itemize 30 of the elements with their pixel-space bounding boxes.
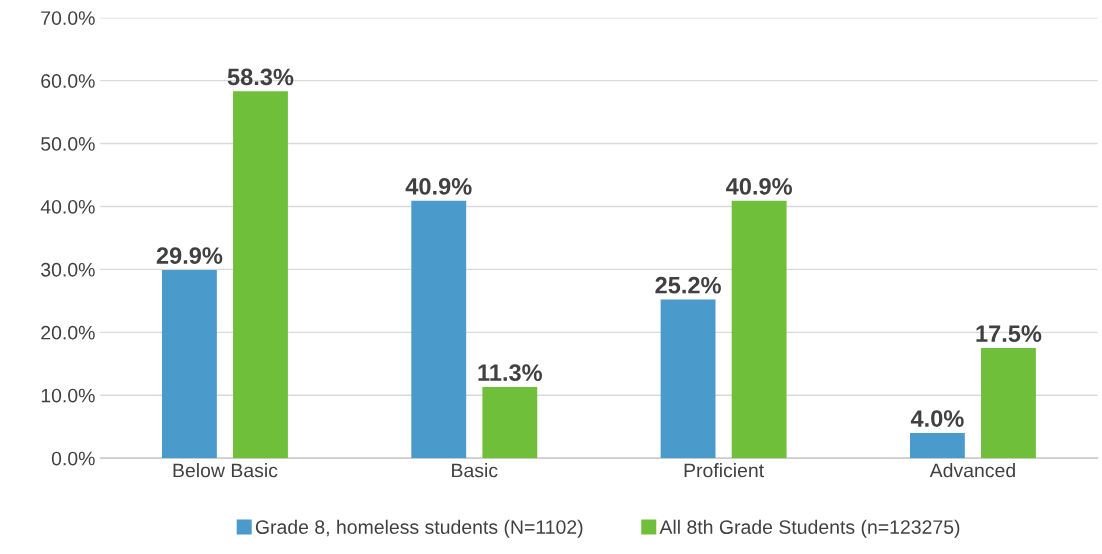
data-label: 25.2% xyxy=(655,276,721,294)
y-tick-label: 50.0% xyxy=(41,137,95,151)
data-label: 40.9% xyxy=(726,178,792,195)
y-tick-label: 60.0% xyxy=(41,74,95,88)
bar xyxy=(482,387,538,459)
y-tick-label: 20.0% xyxy=(41,325,95,340)
data-label: 58.3% xyxy=(227,68,294,86)
bar xyxy=(981,348,1036,459)
data-label: 4.0% xyxy=(910,410,964,427)
y-tick-label: 0.0% xyxy=(51,451,95,466)
data-label: 40.9% xyxy=(405,178,472,195)
data-label: 17.5% xyxy=(976,325,1042,342)
bar xyxy=(660,299,716,459)
bar xyxy=(411,200,467,459)
data-label: 11.3% xyxy=(478,364,543,382)
y-tick-label: 70.0% xyxy=(41,11,95,25)
x-tick-label: Below Basic xyxy=(173,463,278,478)
bar xyxy=(161,270,217,459)
legend-label: All 8th Grade Students (n=123275) xyxy=(659,519,960,538)
bar xyxy=(233,91,288,459)
x-tick-label: Advanced xyxy=(929,463,1015,478)
y-tick-label: 10.0% xyxy=(41,388,95,403)
bar xyxy=(731,200,787,459)
data-label: 29.9% xyxy=(156,247,223,264)
x-tick-label: Basic xyxy=(452,463,498,478)
bar xyxy=(909,432,965,459)
legend-label: Grade 8, homeless students (N=1102) xyxy=(255,519,583,538)
y-tick-label: 40.0% xyxy=(40,199,95,214)
y-tick-label: 30.0% xyxy=(41,262,95,277)
x-tick-label: Proficient xyxy=(684,463,764,478)
